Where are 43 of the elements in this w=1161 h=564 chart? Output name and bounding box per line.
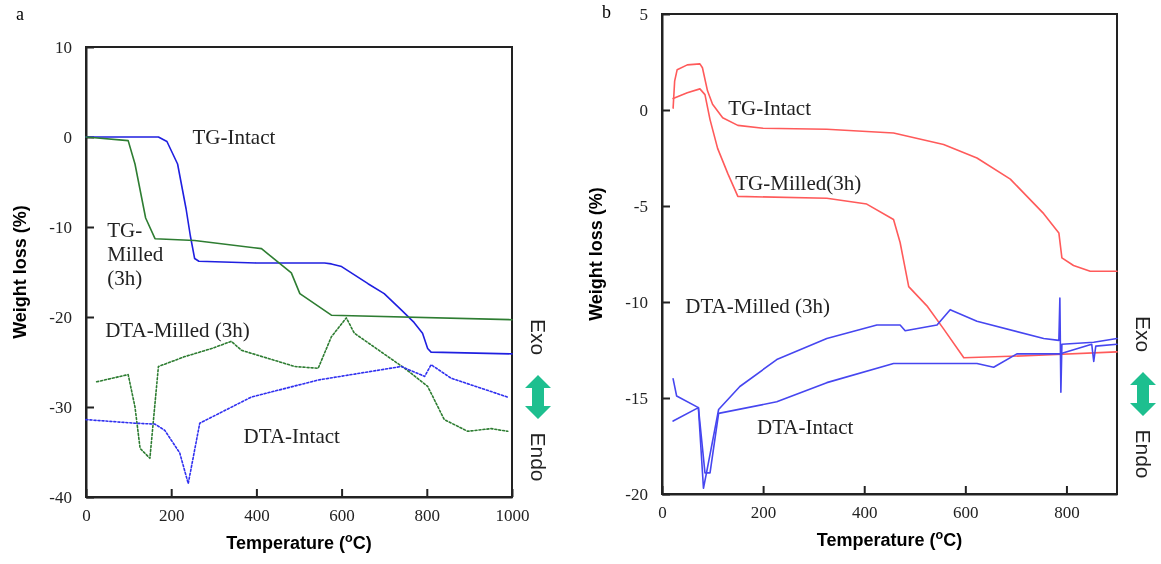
chart-title: a bbox=[16, 4, 24, 24]
text: Exo bbox=[1131, 315, 1155, 353]
x-tick-label: 0 bbox=[658, 503, 667, 523]
y-tick-label: -20 bbox=[625, 484, 648, 504]
y-tick-label: 0 bbox=[639, 100, 648, 120]
y-axis-title: Weight loss (%) bbox=[586, 187, 606, 321]
x-tick-label: 800 bbox=[414, 506, 441, 526]
y-tick-label: -10 bbox=[49, 217, 72, 237]
y-axis-title: Weight loss (%) bbox=[10, 205, 30, 339]
x-axis-title: Temperature ($^{o}$C) bbox=[816, 528, 963, 550]
x-tick-label: 0 bbox=[82, 506, 91, 526]
text: Exo bbox=[526, 318, 550, 356]
y-tick-label: 0 bbox=[63, 127, 72, 147]
x-tick-label: 200 bbox=[158, 506, 185, 526]
series-label: DTA-Intact bbox=[243, 424, 341, 449]
series-label: DTA-Milled (3h) bbox=[685, 294, 830, 319]
series-label: DTA-Intact bbox=[757, 415, 854, 440]
y-tick-label: -10 bbox=[625, 292, 648, 312]
y-tick-label: -20 bbox=[49, 307, 72, 327]
x-tick-label: 600 bbox=[329, 506, 355, 526]
y-tick-label: 5 bbox=[639, 4, 648, 24]
y-tick-label: -15 bbox=[625, 388, 648, 408]
x-tick-label: 600 bbox=[953, 503, 979, 523]
x-tick-label: 200 bbox=[750, 503, 777, 523]
x-tick-label: 800 bbox=[1054, 503, 1080, 523]
chart-title: b bbox=[602, 2, 611, 22]
x-tick-label: 1000 bbox=[495, 506, 530, 526]
series-label: TG-Intact bbox=[192, 125, 276, 150]
series-label: TG-Intact bbox=[728, 96, 812, 121]
series-label: TG-Milled (3h) bbox=[107, 218, 164, 291]
y-tick-label: -40 bbox=[49, 487, 72, 507]
x-axis-title: Temperature ($^{o}$C) bbox=[226, 531, 372, 553]
y-tick-label: 10 bbox=[55, 37, 72, 57]
text: Endo bbox=[1131, 429, 1155, 479]
text: Endo bbox=[526, 432, 550, 482]
line-series bbox=[672, 297, 1118, 490]
series-label: TG-Milled(3h) bbox=[735, 171, 862, 196]
line-series bbox=[85, 363, 509, 485]
x-tick-label: 400 bbox=[851, 503, 878, 523]
series-label: DTA-Milled (3h) bbox=[105, 317, 250, 342]
y-tick-label: -5 bbox=[633, 196, 648, 216]
x-tick-label: 400 bbox=[244, 506, 270, 526]
y-tick-label: -30 bbox=[49, 397, 72, 417]
